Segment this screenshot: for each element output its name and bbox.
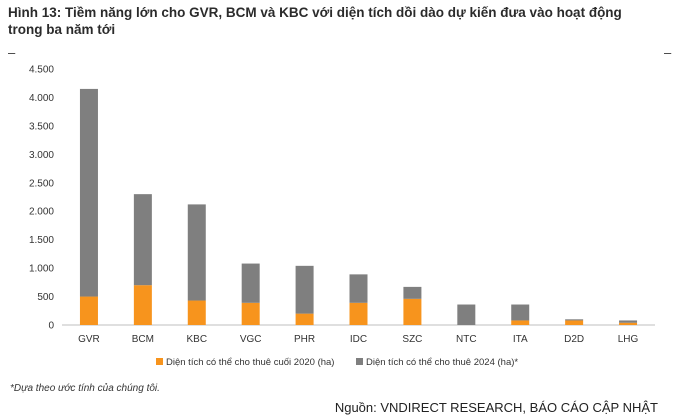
x-tick-label: VGC bbox=[240, 334, 262, 345]
bar-segment-2024 bbox=[295, 265, 314, 314]
y-tick-label: 0 bbox=[48, 321, 54, 332]
x-tick-label: IDC bbox=[350, 334, 367, 345]
bar-segment-2020 bbox=[241, 302, 260, 325]
bar-segment-2020 bbox=[511, 320, 530, 325]
bar-segment-2020 bbox=[79, 296, 98, 325]
y-tick-label: 500 bbox=[37, 292, 54, 303]
x-tick-label: PHR bbox=[294, 334, 315, 345]
bar-segment-2020 bbox=[133, 285, 152, 325]
bar-segment-2024 bbox=[349, 274, 368, 303]
bar-segment-2024 bbox=[565, 319, 584, 321]
x-tick-label: ITA bbox=[513, 334, 528, 345]
bar-segment-2024 bbox=[187, 204, 206, 301]
footnote: *Dựa theo ước tính của chúng tôi. bbox=[10, 383, 160, 394]
x-tick-label: GVR bbox=[78, 334, 100, 345]
left-dash-marker: – bbox=[8, 45, 16, 60]
bar-segment-2024 bbox=[511, 304, 530, 321]
figure-title: Hình 13: Tiềm năng lớn cho GVR, BCM và K… bbox=[8, 5, 622, 37]
bar-segment-2020 bbox=[403, 298, 422, 325]
right-dash-marker: – bbox=[664, 45, 672, 60]
y-tick-label: 1.000 bbox=[29, 264, 54, 275]
bar-segment-2024 bbox=[79, 88, 98, 297]
legend-swatch-2024 bbox=[356, 358, 363, 365]
source-caption: Nguồn: VNDIRECT RESEARCH, BÁO CÁO CẬP NH… bbox=[334, 400, 658, 415]
x-tick-label: KBC bbox=[186, 334, 207, 345]
y-tick-label: 4.000 bbox=[29, 93, 54, 104]
x-tick-label: SZC bbox=[402, 334, 422, 345]
y-tick-label: 2.000 bbox=[29, 207, 54, 218]
x-tick-label: BCM bbox=[132, 334, 154, 345]
bar-segment-2020 bbox=[565, 320, 584, 325]
legend-swatch-2020 bbox=[156, 358, 163, 365]
bar-segment-2024 bbox=[133, 194, 152, 286]
x-tick-label: D2D bbox=[564, 334, 584, 345]
bar-segment-2020 bbox=[349, 302, 368, 325]
y-tick-label: 1.500 bbox=[29, 235, 54, 246]
x-tick-label: NTC bbox=[456, 334, 477, 345]
x-tick-label: LHG bbox=[618, 334, 639, 345]
bar-segment-2020 bbox=[295, 313, 314, 325]
y-tick-label: 2.500 bbox=[29, 178, 54, 189]
y-tick-label: 3.000 bbox=[29, 150, 54, 161]
y-tick-label: 3.500 bbox=[29, 121, 54, 132]
bar-segment-2020 bbox=[187, 300, 206, 325]
bar-segment-2024 bbox=[457, 304, 476, 325]
bar-segment-2024 bbox=[619, 320, 638, 323]
legend-label-2020: Diện tích có thể cho thuê cuối 2020 (ha) bbox=[166, 357, 334, 368]
legend-label-2024: Diện tích có thể cho thuê 2024 (ha)* bbox=[366, 357, 518, 368]
bar-segment-2024 bbox=[403, 286, 422, 299]
bar-segment-2024 bbox=[241, 263, 260, 303]
stacked-bar-chart: 0 500 1.000 1.500 2.000 2.500 3.000 3.500 4.000 4… bbox=[29, 65, 655, 368]
bar-segment-2020 bbox=[619, 322, 638, 325]
y-tick-label: 4.500 bbox=[29, 65, 54, 76]
